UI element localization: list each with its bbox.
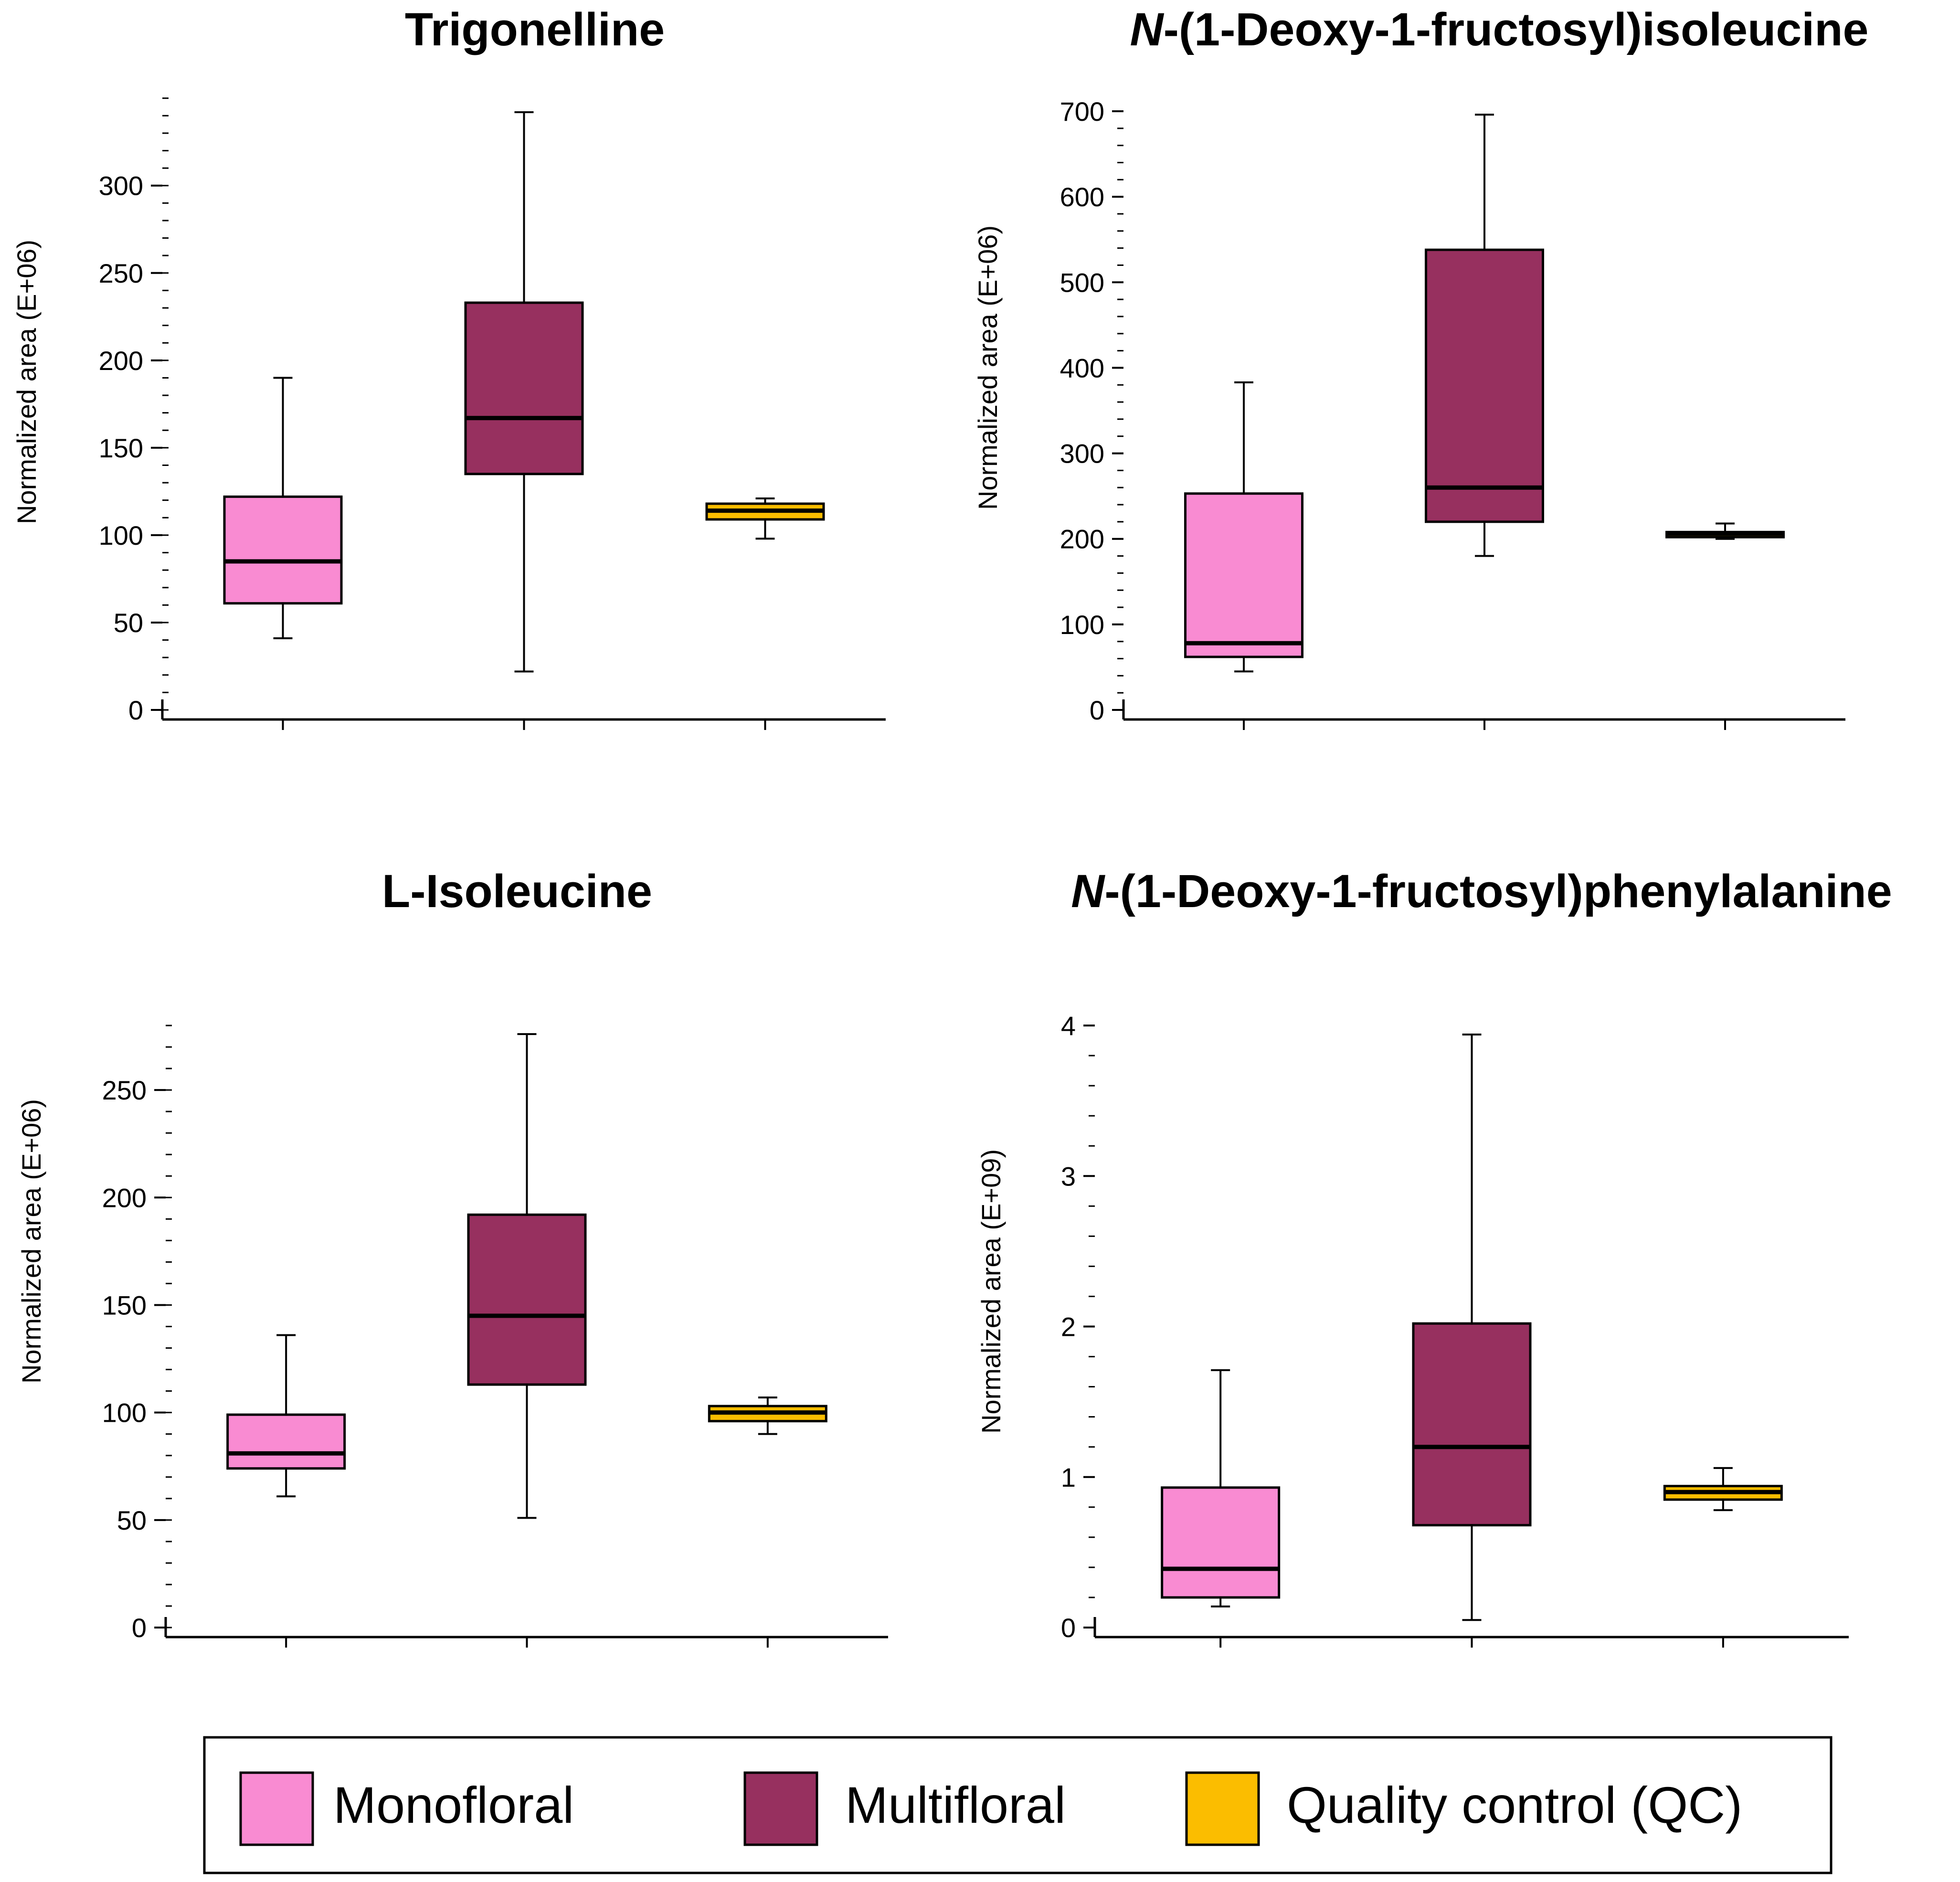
panel-fructosyl-phenylalanine: N-(1-Deoxy-1-fructosyl)phenylalanine Nor…: [976, 865, 1892, 1648]
y-tick-label: 3: [1061, 1161, 1076, 1191]
y-tick-label: 100: [102, 1398, 147, 1428]
box-iqr: [223, 495, 343, 605]
y-tick-label: 0: [132, 1613, 147, 1643]
y-tick-label: 1: [1061, 1462, 1076, 1492]
title-text: Trigonelline: [405, 3, 665, 55]
y-tick-label: 500: [1060, 267, 1104, 297]
box-iqr: [1412, 1322, 1532, 1527]
y-tick-label: 400: [1060, 353, 1104, 383]
box-multifloral: [464, 111, 584, 673]
box-multifloral: [1412, 1033, 1532, 1621]
box-iqr: [1425, 248, 1544, 523]
y-tick-label: 300: [1060, 439, 1104, 469]
box-iqr: [226, 1413, 346, 1470]
box-monofloral: [1184, 381, 1303, 673]
legend: Monofloral Multifloral Quality control (…: [203, 1736, 1833, 1874]
legend-label-monofloral: Monofloral: [333, 1776, 574, 1834]
y-axis-label: Normalized area (E+09): [976, 1149, 1006, 1434]
legend-label-qc: Quality control (QC): [1287, 1776, 1742, 1834]
panel-title: N-(1-Deoxy-1-fructosyl)isoleucine: [1130, 3, 1869, 55]
box-iqr: [464, 301, 584, 476]
axes: 0 1 2 3 4: [1061, 1011, 1849, 1648]
y-tick-label: 150: [102, 1290, 147, 1320]
axes: 0 50 100 150 200 250 300: [99, 97, 886, 730]
box-monofloral: [226, 1334, 346, 1498]
y-axis-label: Normalized area (E+06): [973, 225, 1003, 510]
panel-title: Trigonelline: [405, 3, 665, 55]
y-tick-label: 600: [1060, 182, 1104, 212]
box-quality-control-qc: [708, 1396, 827, 1435]
y-tick-label: 150: [99, 433, 143, 463]
y-tick-label: 0: [128, 695, 143, 725]
title-text: -(1-Deoxy-1-fructosyl)isoleucine: [1164, 3, 1869, 55]
box-iqr: [1161, 1486, 1281, 1599]
legend-swatch-multifloral: [743, 1771, 818, 1846]
title-text: L-Isoleucine: [382, 865, 652, 917]
box-quality-control-qc: [1663, 1467, 1783, 1512]
panel-title: N-(1-Deoxy-1-fructosyl)phenylalanine: [1071, 865, 1892, 917]
box-multifloral: [467, 1033, 587, 1519]
box-iqr: [1184, 492, 1303, 658]
legend-swatch-qc: [1185, 1771, 1260, 1846]
box-monofloral: [223, 377, 343, 639]
legend-label-multifloral: Multifloral: [845, 1776, 1066, 1834]
y-tick-label: 250: [99, 258, 143, 288]
y-tick-label: 100: [99, 520, 143, 550]
y-tick-label: 50: [117, 1505, 147, 1535]
y-tick-label: 300: [99, 171, 143, 201]
panel-trigonelline: Trigonelline Normalized area (E+06) 0 50 1…: [11, 3, 886, 730]
box-multifloral: [1425, 114, 1544, 557]
axes: 0 50 100 150 200 250: [102, 1025, 888, 1648]
panel-fructosyl-isoleucine: N-(1-Deoxy-1-fructosyl)isoleucine Normal…: [973, 3, 1868, 730]
y-tick-label: 700: [1060, 96, 1104, 127]
y-tick-label: 50: [114, 608, 143, 638]
title-text: -(1-Deoxy-1-fructosyl)phenylalanine: [1104, 865, 1892, 917]
y-axis-label: Normalized area (E+06): [16, 1099, 46, 1384]
legend-swatch-monofloral: [239, 1771, 314, 1846]
box-monofloral: [1161, 1369, 1281, 1607]
panel-l-isoleucine: L-Isoleucine Normalized area (E+06) 0 50 1…: [16, 865, 888, 1648]
panel-title: L-Isoleucine: [382, 865, 652, 917]
box-iqr: [467, 1213, 587, 1386]
y-tick-label: 2: [1061, 1312, 1076, 1342]
legend-frame: [203, 1736, 1833, 1874]
y-tick-label: 200: [102, 1183, 147, 1213]
y-tick-label: 200: [1060, 524, 1104, 554]
y-tick-label: 200: [99, 346, 143, 376]
box-quality-control-qc: [705, 497, 825, 540]
axes: 0 100 200 300 400 500 600 700: [1060, 96, 1845, 730]
y-tick-label: 4: [1061, 1011, 1076, 1041]
title-prefix: N: [1071, 865, 1105, 917]
title-prefix: N: [1130, 3, 1165, 55]
y-tick-label: 250: [102, 1075, 147, 1105]
y-tick-label: 0: [1061, 1613, 1076, 1643]
y-axis-label: Normalized area (E+06): [11, 240, 42, 524]
y-tick-label: 100: [1060, 610, 1104, 640]
box-quality-control-qc: [1665, 522, 1785, 540]
y-tick-label: 0: [1090, 695, 1104, 725]
